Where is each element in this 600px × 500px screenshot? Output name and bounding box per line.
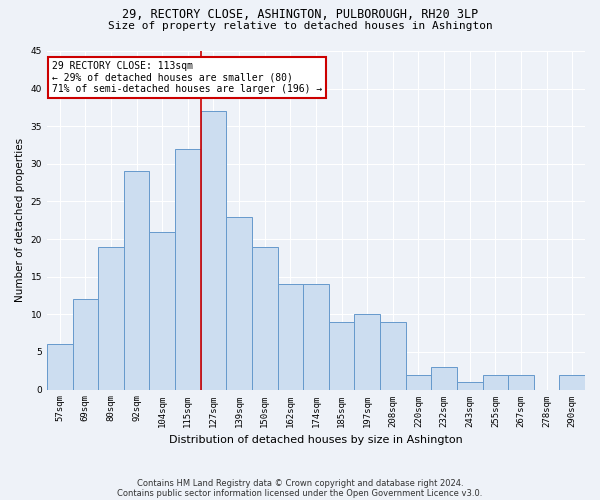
Bar — [200, 111, 226, 390]
Bar — [226, 216, 252, 390]
Bar — [559, 374, 585, 390]
Bar — [482, 374, 508, 390]
Bar — [278, 284, 303, 390]
Bar — [303, 284, 329, 390]
Bar — [175, 149, 200, 390]
Bar — [508, 374, 534, 390]
Text: 29, RECTORY CLOSE, ASHINGTON, PULBOROUGH, RH20 3LP: 29, RECTORY CLOSE, ASHINGTON, PULBOROUGH… — [122, 8, 478, 20]
Bar — [355, 314, 380, 390]
Bar — [149, 232, 175, 390]
Text: 29 RECTORY CLOSE: 113sqm
← 29% of detached houses are smaller (80)
71% of semi-d: 29 RECTORY CLOSE: 113sqm ← 29% of detach… — [52, 61, 323, 94]
Bar — [73, 300, 98, 390]
Bar — [380, 322, 406, 390]
Bar — [431, 367, 457, 390]
Bar — [124, 172, 149, 390]
Bar — [457, 382, 482, 390]
Text: Contains HM Land Registry data © Crown copyright and database right 2024.: Contains HM Land Registry data © Crown c… — [137, 478, 463, 488]
Bar — [252, 246, 278, 390]
Bar — [406, 374, 431, 390]
X-axis label: Distribution of detached houses by size in Ashington: Distribution of detached houses by size … — [169, 435, 463, 445]
Text: Contains public sector information licensed under the Open Government Licence v3: Contains public sector information licen… — [118, 488, 482, 498]
Bar — [47, 344, 73, 390]
Text: Size of property relative to detached houses in Ashington: Size of property relative to detached ho… — [107, 21, 493, 31]
Bar — [98, 246, 124, 390]
Y-axis label: Number of detached properties: Number of detached properties — [15, 138, 25, 302]
Bar — [329, 322, 355, 390]
